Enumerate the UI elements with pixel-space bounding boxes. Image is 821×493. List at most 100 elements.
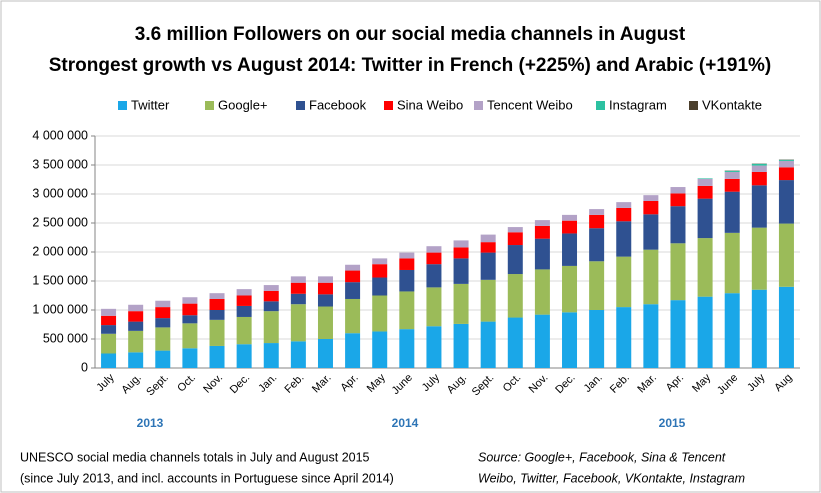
year-label: 2014 bbox=[392, 416, 419, 430]
bar-segment bbox=[345, 264, 361, 271]
bar-segment bbox=[236, 344, 252, 368]
bar-segment bbox=[453, 258, 469, 284]
y-tick-label: 1 000 000 bbox=[32, 302, 88, 316]
bar-segment bbox=[345, 333, 361, 368]
bar-segment bbox=[751, 227, 767, 290]
bar-segment bbox=[101, 325, 117, 334]
bar-segment bbox=[128, 352, 144, 368]
bar-segment bbox=[317, 294, 333, 307]
bar-segment bbox=[778, 159, 794, 161]
bar-segment bbox=[263, 301, 279, 312]
bar-segment bbox=[534, 225, 550, 239]
bar-segment bbox=[778, 180, 794, 224]
bar-segment bbox=[778, 160, 794, 168]
bar-segment bbox=[101, 353, 117, 368]
legend-label: Sina Weibo bbox=[397, 97, 463, 112]
bar-segment bbox=[751, 185, 767, 228]
bar-segment bbox=[290, 282, 306, 294]
legend-label: VKontakte bbox=[702, 97, 762, 112]
bar-segment bbox=[263, 311, 279, 344]
bar-segment bbox=[724, 171, 740, 179]
legend-swatch bbox=[474, 101, 483, 110]
bar-segment bbox=[182, 315, 198, 324]
bar-segment bbox=[507, 227, 523, 233]
bar-segment bbox=[589, 310, 605, 368]
legend-swatch bbox=[205, 101, 214, 110]
bar-segment bbox=[697, 198, 713, 239]
bar-segment bbox=[345, 298, 361, 334]
bar-segment bbox=[426, 264, 442, 288]
bar-segment bbox=[372, 331, 388, 368]
bar-segment bbox=[345, 282, 361, 299]
y-tick-label: 500 000 bbox=[43, 331, 88, 345]
bar-segment bbox=[751, 163, 767, 166]
bar-segment bbox=[155, 318, 171, 328]
bar-segment bbox=[724, 232, 740, 294]
legend-swatch bbox=[596, 101, 605, 110]
bar-segment bbox=[507, 274, 523, 318]
bar-segment bbox=[507, 245, 523, 275]
bar-segment bbox=[453, 323, 469, 368]
y-tick-label: 2 500 000 bbox=[32, 215, 88, 229]
bar-segment bbox=[534, 269, 550, 315]
bar-segment bbox=[562, 220, 578, 234]
chart-subtitle: Strongest growth vs August 2014: Twitter… bbox=[49, 55, 772, 76]
bar-segment bbox=[534, 220, 550, 226]
bar-segment bbox=[101, 333, 117, 354]
bar-segment bbox=[480, 279, 496, 322]
legend-swatch bbox=[689, 101, 698, 110]
footnote: (since July 2013, and incl. accounts in … bbox=[20, 471, 394, 485]
bar-segment bbox=[453, 283, 469, 324]
bar-segment bbox=[399, 258, 415, 270]
y-tick-label: 2 000 000 bbox=[32, 244, 88, 258]
bar-segment bbox=[724, 191, 740, 233]
bar-segment bbox=[155, 327, 171, 351]
bar-segment bbox=[399, 252, 415, 259]
source: Source: Google+, Facebook, Sina & Tencen… bbox=[478, 450, 726, 464]
bar-segment bbox=[453, 247, 469, 259]
bar-segment bbox=[236, 316, 252, 345]
bar-segment bbox=[670, 187, 686, 194]
bar-segment bbox=[751, 289, 767, 368]
bar-segment bbox=[290, 304, 306, 342]
bar-segment bbox=[643, 200, 659, 215]
legend-swatch bbox=[384, 101, 393, 110]
bar-segment bbox=[643, 304, 659, 368]
bar-segment bbox=[562, 233, 578, 266]
chart-title: 3.6 million Followers on our social medi… bbox=[135, 24, 686, 45]
legend-label: Facebook bbox=[309, 97, 367, 112]
bar-segment bbox=[155, 307, 171, 319]
bar-segment bbox=[480, 242, 496, 253]
bar-segment bbox=[263, 285, 279, 291]
bar-segment bbox=[209, 298, 225, 310]
y-tick-label: 4 000 000 bbox=[32, 128, 88, 142]
bar-segment bbox=[426, 287, 442, 327]
bar-segment bbox=[182, 303, 198, 316]
bar-segment bbox=[426, 246, 442, 253]
bar-segment bbox=[317, 276, 333, 283]
bar-segment bbox=[534, 314, 550, 368]
bar-segment bbox=[290, 341, 306, 368]
bar-segment bbox=[290, 276, 306, 283]
bar-segment bbox=[426, 252, 442, 265]
bar-segment bbox=[480, 252, 496, 280]
bar-segment bbox=[453, 240, 469, 248]
legend-label: Google+ bbox=[218, 97, 268, 112]
bar-segment bbox=[778, 286, 794, 368]
bar-segment bbox=[697, 185, 713, 199]
legend-swatch bbox=[118, 101, 127, 110]
bar-segment bbox=[236, 295, 252, 306]
bar-segment bbox=[128, 304, 144, 312]
bar-segment bbox=[209, 310, 225, 320]
bar-segment bbox=[643, 249, 659, 305]
bar-segment bbox=[643, 195, 659, 201]
bar-segment bbox=[697, 178, 713, 186]
bar-segment bbox=[399, 291, 415, 330]
bar-segment bbox=[616, 256, 632, 308]
bar-segment bbox=[562, 312, 578, 368]
bar-segment bbox=[209, 345, 225, 368]
year-label: 2013 bbox=[137, 416, 164, 430]
bar-segment bbox=[372, 277, 388, 296]
bar-segment bbox=[589, 261, 605, 310]
